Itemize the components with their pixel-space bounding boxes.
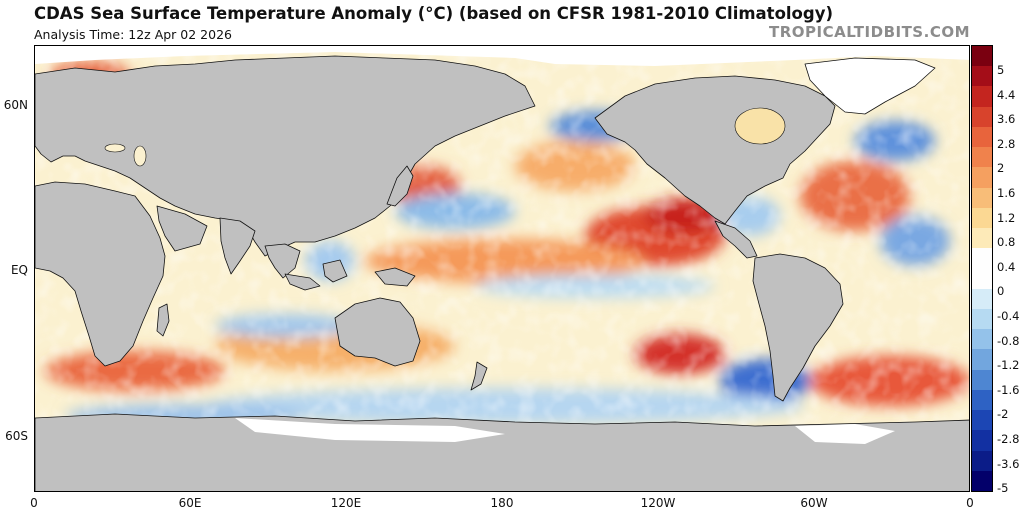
lon-tick-label: 0 <box>966 496 974 510</box>
south-america-land <box>752 253 844 402</box>
caspian-sea <box>133 145 147 167</box>
antarctic-sea-ice <box>235 418 505 442</box>
map-title: CDAS Sea Surface Temperature Anomaly (°C… <box>34 4 834 23</box>
arabia-land <box>156 205 208 252</box>
antarctic-sea-ice <box>795 424 895 444</box>
colorbar-segment <box>972 308 992 330</box>
colorbar-segment <box>972 410 992 431</box>
borneo-land <box>322 259 348 283</box>
greenland-land <box>804 57 936 115</box>
lon-tick-label: 180 <box>490 496 514 510</box>
australia-land <box>334 297 421 367</box>
colorbar-tick-label: 5 <box>997 63 1005 77</box>
colorbar-tick-label: -2 <box>997 407 1009 422</box>
indonesia-land <box>284 273 321 291</box>
colorbar-segment <box>972 187 992 209</box>
colorbar-segment <box>972 147 992 168</box>
colorbar-segment <box>972 389 992 411</box>
colorbar-tick-label: 2 <box>997 161 1005 176</box>
lon-tick-label: 120E <box>330 496 362 510</box>
colorbar-segment <box>972 207 992 229</box>
lon-tick-label: 60W <box>800 496 828 510</box>
colorbar-segment <box>972 450 992 472</box>
colorbar-tick-label: 0 <box>997 284 1005 299</box>
new-zealand-land <box>470 361 488 391</box>
colorbar-segment <box>972 106 992 128</box>
colorbar-tick-label: -0.4 <box>997 309 1020 323</box>
colorbar-tick-label: 0.8 <box>997 235 1016 250</box>
colorbar-segment <box>972 228 992 249</box>
lat-tick-label: EQ <box>10 263 28 278</box>
colorbar-tick-label: -0.8 <box>997 333 1020 348</box>
sea-ice-layer <box>35 46 969 444</box>
colorbar-segment <box>972 369 992 391</box>
lat-tick-label: 60S <box>5 428 28 443</box>
colorbar-segment <box>972 470 992 492</box>
colorbar-tick-label: -5 <box>997 481 1009 496</box>
hudson-bay <box>734 107 786 145</box>
colorbar-segment <box>972 349 992 371</box>
colorbar-segment <box>972 46 992 67</box>
arctic-sea-ice <box>35 46 969 66</box>
analysis-time: Analysis Time: 12z Apr 02 2026 <box>34 27 232 42</box>
colorbar-tick-label: 0.4 <box>997 259 1016 274</box>
lon-tick-label: 0 <box>30 496 38 510</box>
colorbar-segment <box>972 430 992 452</box>
madagascar-land <box>156 303 170 337</box>
black-sea <box>104 143 126 153</box>
colorbar-tick-label: -1.2 <box>997 358 1020 373</box>
colorbar-segment <box>972 329 992 350</box>
colorbar-segment <box>972 126 992 148</box>
colorbar-tick-label: -2.8 <box>997 432 1020 446</box>
colorbar-tick-label: 1.2 <box>997 210 1016 225</box>
colorbar-tick-label: 3.6 <box>997 112 1016 127</box>
colorbar-tick-label: -3.6 <box>997 456 1020 471</box>
indochina-land <box>264 243 301 279</box>
central-america-land <box>714 220 758 259</box>
site-watermark: TROPICALTIDBITS.COM <box>769 23 970 41</box>
colorbar-segment <box>972 66 992 87</box>
eurasia-land <box>35 55 536 257</box>
new-guinea-land <box>374 267 416 287</box>
lat-tick-label: 60N <box>3 97 28 112</box>
japan-land <box>386 165 414 207</box>
colorbar-segment <box>972 86 992 108</box>
colorbar-segment <box>972 268 992 290</box>
india-land <box>219 217 256 275</box>
lon-tick-label: 60E <box>178 496 202 510</box>
colorbar-tick-label: 4.4 <box>997 87 1016 102</box>
colorbar-tick-label: 2.8 <box>997 136 1016 151</box>
colorbar-segment <box>972 248 992 269</box>
colorbar-tick-label: 1.6 <box>997 186 1016 200</box>
africa-land <box>35 181 166 367</box>
colorbar-tick-label: -1.6 <box>997 382 1020 397</box>
colorbar-segment <box>972 288 992 310</box>
lon-tick-label: 120W <box>640 496 676 510</box>
colorbar-segment <box>972 167 992 189</box>
anomaly-colorbar <box>971 45 993 492</box>
inland-seas <box>104 107 786 167</box>
sst-anomaly-map <box>34 45 970 492</box>
map-canvas <box>35 46 969 491</box>
